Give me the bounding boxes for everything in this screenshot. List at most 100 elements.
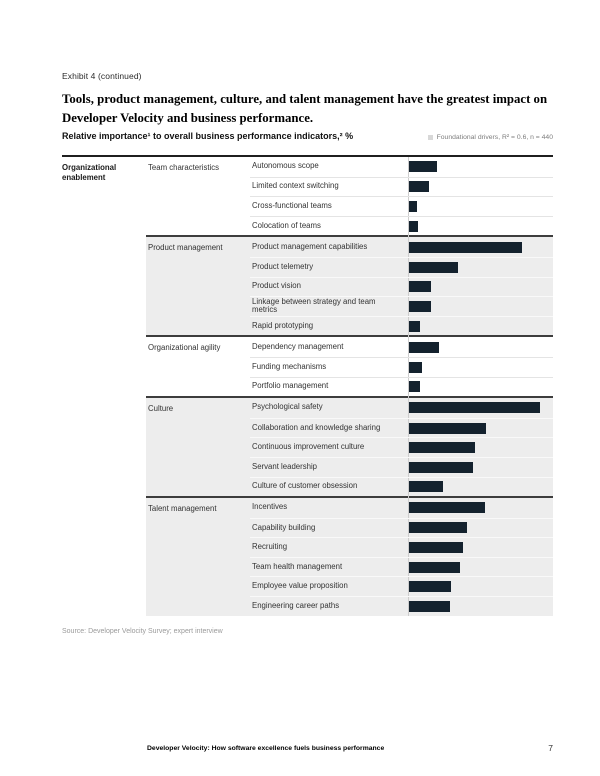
importance-bar <box>409 220 419 232</box>
bar-area <box>408 297 553 316</box>
section-label <box>62 496 146 616</box>
driver-row: Linkage between strategy and team metric… <box>250 296 553 316</box>
driver-group: Organizational enablement Team characteri… <box>62 157 553 235</box>
driver-row: Continuous improvement culture <box>250 437 553 457</box>
driver-label: Product vision <box>252 281 301 291</box>
footer-running-title: Developer Velocity: How software excelle… <box>147 745 385 752</box>
driver-rows: Dependency management Funding mechanisms P… <box>250 337 553 396</box>
driver-row: Culture of customer obsession <box>250 476 553 497</box>
importance-bar <box>409 561 461 573</box>
subgroup-label: Team characteristics <box>148 163 220 172</box>
importance-bar <box>409 161 437 173</box>
driver-row: Dependency management <box>250 337 553 357</box>
driver-group-body: Talent management Incentives Capability bu… <box>146 496 553 616</box>
subgroup-label: Organizational agility <box>148 343 221 353</box>
importance-bar <box>409 320 420 332</box>
subgroup-label: Culture <box>148 404 174 414</box>
bar-area <box>408 237 553 257</box>
driver-group-body: Organizational agility Dependency managem… <box>146 335 553 396</box>
section-label <box>62 235 146 335</box>
bar-area <box>408 398 553 418</box>
driver-label: Product telemetry <box>252 261 314 271</box>
driver-row: Servant leadership <box>250 456 553 477</box>
bar-area <box>408 317 553 336</box>
bar-area <box>408 577 553 596</box>
driver-row: Engineering career paths <box>250 596 553 616</box>
driver-row: Limited context switching <box>250 176 553 197</box>
driver-group: Organizational agility Dependency managem… <box>62 335 553 396</box>
chart-subtitle: Relative importance¹ to overall business… <box>62 131 354 141</box>
driver-row: Collaboration and knowledge sharing <box>250 417 553 438</box>
source-note: Source: Developer Velocity Survey; exper… <box>62 628 223 635</box>
driver-row: Portfolio management <box>250 376 553 397</box>
driver-label: Recruiting <box>252 542 288 552</box>
importance-bar <box>409 502 485 514</box>
bar-area <box>408 157 553 177</box>
legend: Foundational drivers, R² = 0.6, n = 440 <box>427 134 553 141</box>
importance-bar <box>409 281 432 293</box>
bar-area <box>408 258 553 277</box>
bar-area <box>408 419 553 438</box>
driver-label: Team health management <box>252 561 343 571</box>
bar-area <box>408 498 553 518</box>
bar-area <box>408 438 553 457</box>
driver-group-body: Team characteristics Autonomous scope Limi… <box>146 157 553 235</box>
importance-bar <box>409 300 432 312</box>
importance-bar <box>409 261 458 273</box>
exhibit-title-line2: Developer Velocity and business performa… <box>62 110 314 125</box>
bar-area <box>408 519 553 538</box>
bar-area <box>408 597 553 616</box>
section-label <box>62 396 146 496</box>
driver-label: Culture of customer obsession <box>252 481 358 491</box>
bar-area <box>408 538 553 557</box>
importance-bar <box>409 361 423 373</box>
driver-label: Rapid prototyping <box>252 320 314 330</box>
driver-rows: Psychological safety Collaboration and kn… <box>250 398 553 496</box>
driver-rows: Incentives Capability building Recruiting T… <box>250 498 553 616</box>
section-label <box>62 335 146 396</box>
driver-label: Cross-functional teams <box>252 201 332 210</box>
driver-label: Employee value proposition <box>252 581 348 591</box>
driver-row: Product management capabilities <box>250 237 553 257</box>
legend-swatch-icon <box>427 135 433 140</box>
bar-area <box>408 478 553 497</box>
driver-group: Product management Product management cap… <box>62 235 553 336</box>
bar-axis-line <box>408 157 409 616</box>
importance-bar <box>409 442 475 454</box>
driver-label: Dependency management <box>252 341 344 351</box>
driver-label: Collaboration and knowledge sharing <box>252 422 381 432</box>
bar-area <box>408 458 553 477</box>
driver-row: Psychological safety <box>250 398 553 418</box>
importance-bar-table: Organizational enablement Team characteri… <box>62 155 553 616</box>
exhibit-label: Exhibit 4 (continued) <box>62 71 142 81</box>
driver-group: Culture Psychological safety Collaboration… <box>62 396 553 497</box>
driver-label: Capability building <box>252 522 316 532</box>
driver-row: Incentives <box>250 498 553 518</box>
driver-row: Capability building <box>250 517 553 538</box>
bar-area <box>408 217 553 236</box>
bar-area <box>408 337 553 357</box>
bar-area <box>408 378 553 397</box>
driver-row: Team health management <box>250 556 553 577</box>
driver-label: Psychological safety <box>252 402 323 412</box>
importance-bar <box>409 181 429 193</box>
driver-group-body: Culture Psychological safety Collaboration… <box>146 396 553 497</box>
driver-rows: Autonomous scope Limited context switchin… <box>250 157 553 235</box>
subgroup-label: Talent management <box>148 504 217 514</box>
driver-row: Cross-functional teams <box>250 196 553 216</box>
driver-label: Continuous improvement culture <box>252 442 365 452</box>
driver-row: Rapid prototyping <box>250 315 553 336</box>
section-label: Organizational enablement <box>62 163 117 183</box>
driver-row: Employee value proposition <box>250 576 553 596</box>
subgroup-label: Product management <box>148 243 223 253</box>
importance-bar <box>409 522 467 534</box>
driver-label: Autonomous scope <box>252 161 319 171</box>
importance-bar <box>409 402 540 414</box>
importance-bar <box>409 542 463 554</box>
driver-label: Product management capabilities <box>252 241 368 251</box>
driver-row: Colocation of teams <box>250 215 553 236</box>
driver-group: Talent management Incentives Capability bu… <box>62 496 553 616</box>
importance-bar <box>409 422 487 434</box>
importance-bar <box>409 200 417 212</box>
